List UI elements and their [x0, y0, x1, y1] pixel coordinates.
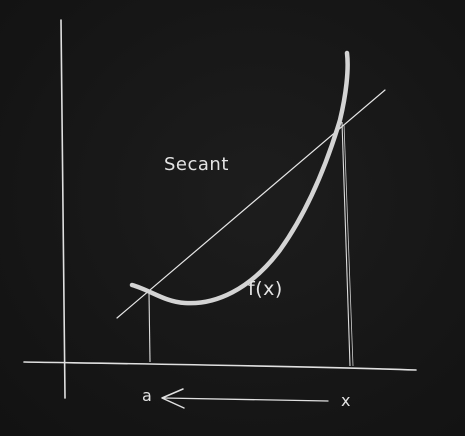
point-x-label: x — [341, 391, 351, 410]
drop-line-x-echo — [343, 123, 354, 367]
drop-line-a — [148, 292, 151, 363]
y-axis — [60, 19, 66, 399]
secant-label: Secant — [164, 154, 229, 175]
function-curve — [129, 50, 350, 306]
direction-arrow-shaft — [162, 397, 329, 402]
direction-arrow-head-icon — [161, 388, 185, 409]
drop-line-x — [341, 121, 351, 367]
function-label: f(x) — [248, 278, 283, 300]
point-a-label: a — [142, 386, 153, 405]
secant-line — [116, 89, 386, 319]
x-axis — [23, 361, 417, 371]
